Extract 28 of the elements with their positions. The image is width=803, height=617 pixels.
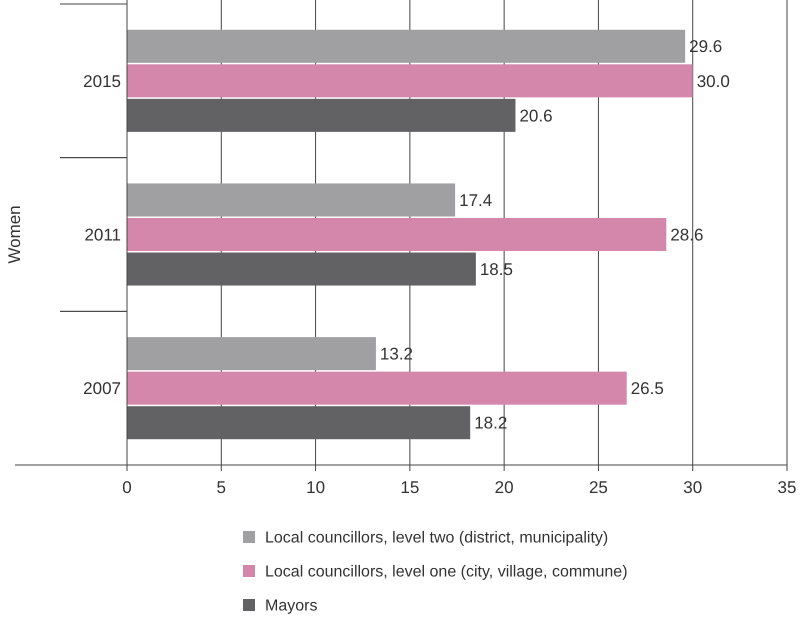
data-label: 30.0: [696, 72, 730, 91]
data-label: 17.4: [459, 190, 492, 210]
bar: [127, 337, 376, 370]
x-tick-label: 10: [306, 478, 326, 497]
legend-label: Local councillors, level one (city, village, commune): [265, 564, 628, 581]
bar: [127, 406, 470, 440]
x-tick-label: 0: [122, 478, 132, 497]
x-tick-label: 20: [494, 478, 514, 497]
x-tick-label: 5: [216, 478, 226, 497]
y-tick-label: 2015: [83, 72, 121, 91]
legend-label: Local councillors, level two (district, municipality): [265, 530, 608, 547]
legend-label: Mayors: [265, 598, 318, 615]
x-tick-label: 25: [588, 478, 608, 497]
x-tick-label: 30: [683, 478, 702, 497]
y-tick-label: 2007: [83, 379, 121, 398]
bar: [127, 30, 686, 63]
x-tick-label: 35: [778, 478, 796, 497]
bar: [127, 183, 456, 216]
bar: [127, 372, 627, 405]
data-label: 20.6: [519, 106, 553, 126]
bar: [127, 64, 693, 98]
bar: [127, 252, 476, 286]
data-label: 26.5: [630, 379, 664, 398]
bar: [127, 98, 516, 132]
y-axis-title: Women: [5, 205, 24, 264]
bar: [127, 218, 666, 252]
x-tick-label: 15: [400, 478, 420, 497]
y-tick-label: 2011: [84, 225, 121, 244]
